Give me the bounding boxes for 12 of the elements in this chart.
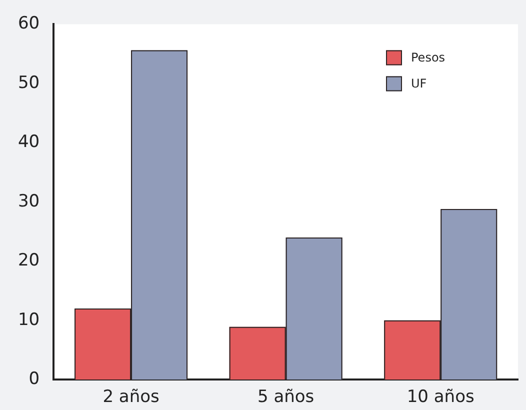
legend-label: Pesos bbox=[411, 50, 446, 64]
x-tick-label: 2 años bbox=[102, 387, 160, 408]
legend-label: UF bbox=[411, 76, 427, 90]
y-tick-label: 30 bbox=[18, 191, 40, 212]
y-tick-label: 40 bbox=[18, 132, 40, 152]
y-tick-label: 10 bbox=[18, 310, 40, 330]
y-tick-label: 20 bbox=[18, 250, 40, 271]
y-tick-label: 60 bbox=[18, 14, 40, 34]
x-tick-label: 5 años bbox=[257, 387, 314, 408]
x-tick-label: 10 años bbox=[406, 387, 474, 408]
y-tick-label: 50 bbox=[18, 72, 40, 93]
y-tick-label: 0 bbox=[28, 369, 40, 390]
